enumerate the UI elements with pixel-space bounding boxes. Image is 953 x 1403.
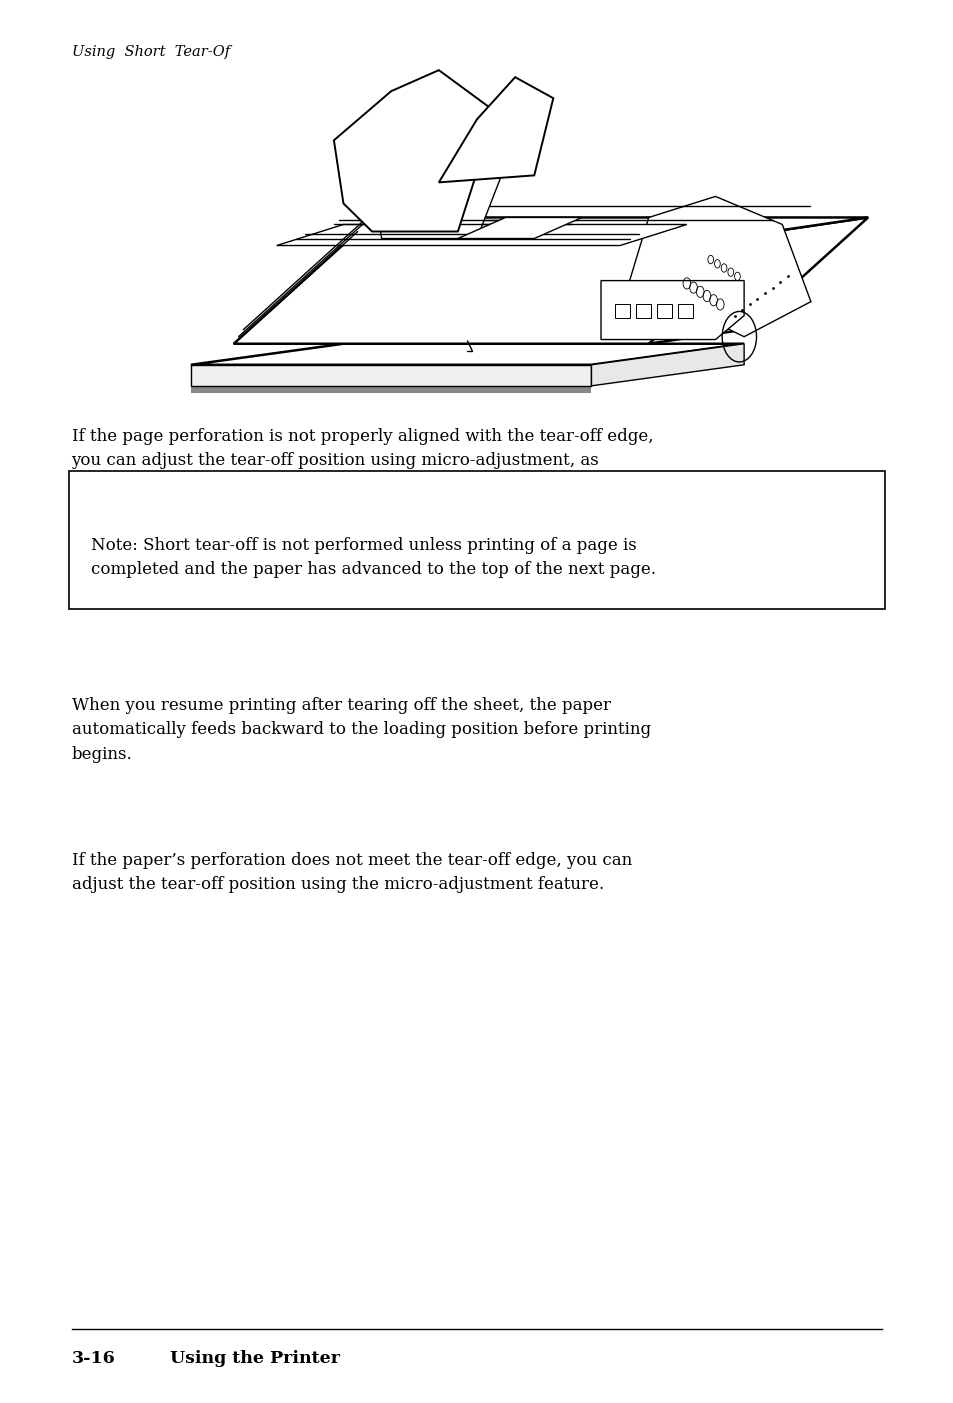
Polygon shape [233, 231, 772, 344]
Polygon shape [334, 70, 496, 231]
Text: When you resume printing after tearing off the sheet, the paper
automatically fe: When you resume printing after tearing o… [71, 697, 650, 763]
Polygon shape [372, 84, 515, 239]
Text: Note: Short tear-off is not performed unless printing of a page is
completed and: Note: Short tear-off is not performed un… [91, 537, 655, 578]
Polygon shape [600, 281, 743, 340]
Text: If the paper’s perforation does not meet the tear-off edge, you can
adjust the t: If the paper’s perforation does not meet… [71, 852, 631, 892]
Bar [615, 304, 629, 318]
Bar [657, 304, 671, 318]
Polygon shape [648, 217, 867, 344]
Text: Using the Printer: Using the Printer [170, 1350, 339, 1367]
Polygon shape [191, 384, 591, 393]
Text: 3-16: 3-16 [71, 1350, 115, 1367]
Polygon shape [438, 77, 553, 182]
Bar [678, 304, 692, 318]
Polygon shape [357, 217, 867, 231]
Polygon shape [276, 224, 686, 246]
Polygon shape [457, 217, 581, 239]
Polygon shape [629, 196, 810, 337]
FancyBboxPatch shape [69, 471, 884, 609]
Polygon shape [191, 365, 591, 386]
Bar [636, 304, 650, 318]
Polygon shape [591, 344, 743, 386]
Text: If the page perforation is not properly aligned with the tear-off edge,
you can : If the page perforation is not properly … [71, 428, 653, 494]
Text: Using  Short  Tear-Of: Using Short Tear-Of [71, 45, 230, 59]
Polygon shape [191, 344, 743, 365]
